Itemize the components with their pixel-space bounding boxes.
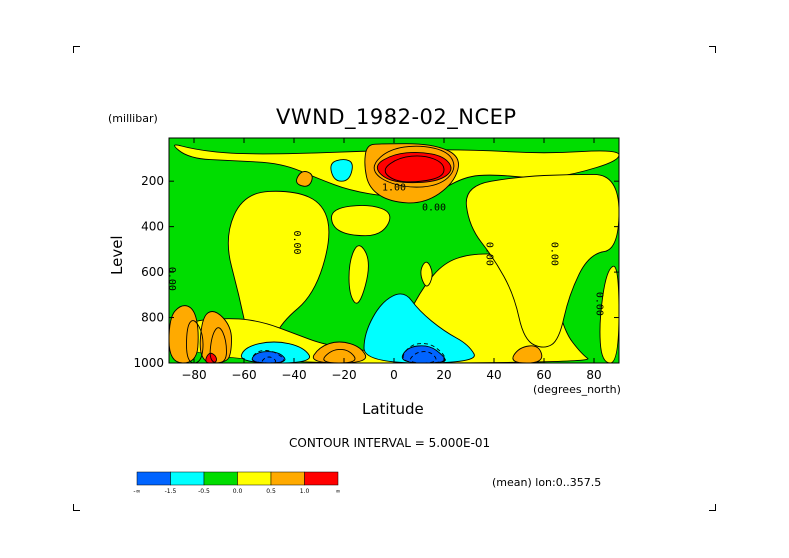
x-tick-label: −20 (331, 368, 356, 382)
y-tick-label: 800 (141, 311, 164, 325)
x-tick-label: 80 (586, 368, 601, 382)
contour-region-yellow-1 (331, 204, 391, 237)
contour-value-label: 0.00 (484, 242, 495, 266)
contour-region-yellow-7 (599, 265, 619, 363)
contour-region-yellow-6 (420, 261, 433, 287)
contour-value-label: 0.00 (594, 292, 605, 316)
colorbar-label: -0.5 (198, 488, 210, 495)
chart-title: VWND_1982-02_NCEP (276, 105, 517, 129)
x-tick-label: −40 (281, 368, 306, 382)
colorbar-label: -∞ (133, 488, 140, 495)
contour-region-orange-14 (199, 311, 232, 363)
contour-line-0 (373, 145, 455, 188)
y-axis-label: Level (108, 235, 126, 275)
contour-value-label: 0.00 (291, 230, 302, 254)
contour-region-orange-15 (312, 341, 367, 363)
x-tick-label: 20 (436, 368, 451, 382)
contour-region-orange-16 (512, 345, 543, 363)
contour-line-4 (323, 348, 356, 363)
contour-line-7 (402, 343, 446, 363)
contour-line-5 (251, 350, 284, 363)
frame-corner-bottom-right (709, 504, 716, 511)
contour-line-6 (261, 356, 277, 363)
x-tick-label: 60 (536, 368, 551, 382)
colorbar-label: ∞ (336, 488, 341, 495)
contour-line-1 (384, 155, 445, 183)
contour-line-3 (209, 327, 227, 363)
contour-line-2 (186, 320, 204, 363)
contour-value-label: 0.00 (422, 203, 446, 214)
x-tick-label: 0 (390, 368, 398, 382)
contour-region-yellow-2 (348, 245, 369, 304)
frame-corner-top-right (709, 46, 716, 53)
contour-region-cyan-8 (330, 159, 353, 182)
colorbar-swatch (270, 471, 305, 486)
x-tick-label: −60 (231, 368, 256, 382)
y-axis-units: (millibar) (108, 112, 158, 125)
colorbar-label: 0.5 (266, 488, 276, 495)
y-tick-label: 600 (141, 265, 164, 279)
y-tick-label: 200 (141, 174, 164, 188)
contour-region-orange-13 (169, 305, 199, 363)
colorbar-label: -1.5 (165, 488, 177, 495)
contour-region-orange-12 (296, 171, 313, 187)
x-tick-label: 40 (486, 368, 501, 382)
y-tick-label: 1000 (133, 356, 164, 370)
colorbar-swatch (203, 471, 238, 486)
contour-value-label: 0.00 (166, 267, 177, 291)
averaging-label: (mean) lon:0..357.5 (492, 476, 602, 489)
x-axis-units: (degrees_north) (533, 383, 621, 396)
contour-line-8 (409, 351, 437, 363)
contour-region-red-17 (376, 151, 452, 184)
colorbar-swatch (170, 471, 205, 486)
colorbar-label: 1.0 (300, 488, 310, 495)
x-tick-label: −80 (181, 368, 206, 382)
frame-corner-bottom-left (73, 504, 80, 511)
contour-interval-label: CONTOUR INTERVAL = 5.000E-01 (289, 436, 491, 450)
y-tick-label: 400 (141, 220, 164, 234)
x-axis-label: Latitude (362, 400, 424, 418)
colorbar-swatch (237, 471, 272, 486)
frame-corner-top-left (73, 46, 80, 53)
contour-region-yellow-5 (465, 173, 619, 348)
colorbar-swatch (136, 471, 171, 486)
contour-region-yellow-0 (227, 190, 330, 353)
contour-value-label: 0.00 (549, 242, 560, 266)
contour-region-yellow-3 (180, 253, 589, 363)
colorbar-label: 0.0 (233, 488, 243, 495)
colorbar-swatch (304, 471, 339, 486)
contour-value-label: 1.00 (382, 182, 406, 193)
